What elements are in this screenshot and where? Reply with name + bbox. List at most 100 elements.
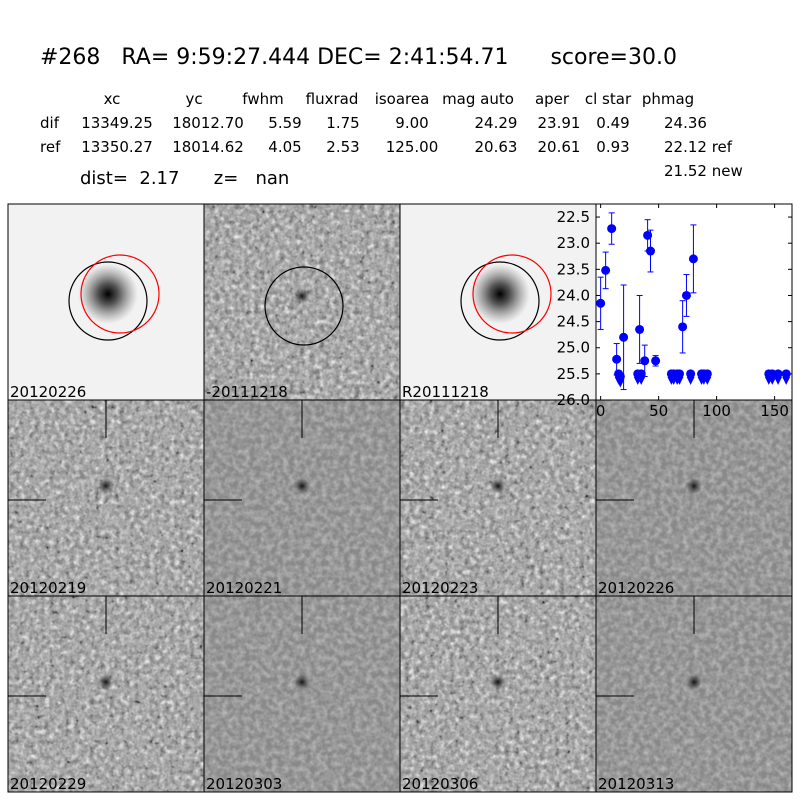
upper-limit [768,376,777,385]
aperture [264,266,344,346]
upper-limit [703,376,712,385]
image-panel: 20120219 [7,399,205,597]
panels: 20120226 -20111218 R20111218 20120219 201202… [7,203,793,793]
cell: 20.61 [538,138,581,156]
source [686,674,702,690]
panel-label: R20111218 [402,383,489,401]
plot-area [595,203,793,401]
x-tick-label: 100 [702,402,731,420]
cell: 4.05 [268,138,301,156]
point [601,265,611,275]
point [678,322,688,332]
panel-label: 20120226 [10,383,86,401]
column-header: isoarea [375,90,430,108]
point [675,369,685,379]
cell: 24.29 [475,114,518,132]
point [651,356,661,366]
image-panel: 20120221 [203,399,401,597]
y-tick-label: 24.0 [557,286,590,304]
point [702,369,712,379]
title: #268 RA= 9:59:27.444 DEC= 2:41:54.71 sco… [40,45,677,70]
cell: 22.12 ref [664,138,733,156]
y-tick-label: 24.5 [557,313,590,331]
cell: 24.36 [664,114,707,132]
cell: 125.00 [386,138,439,156]
y-tick-label: 22.5 [557,208,590,226]
dist-line: dist= 2.17 z= nan [80,168,289,189]
cell: 2.53 [326,138,359,156]
panel-label: 20120303 [206,775,282,793]
panel-label: 20120223 [402,579,478,597]
image-panel: 20120226 [7,203,205,401]
upper-limit [616,379,625,388]
column-header: phmag [642,90,694,108]
y-tick-label: 23.5 [557,260,590,278]
cell: 1.75 [326,114,359,132]
x-tick-label: 50 [649,402,668,420]
point [686,369,696,379]
source [294,288,310,304]
point [636,369,646,379]
x-tick-label: 0 [596,402,606,420]
column-header: aper [535,90,570,108]
cell: 23.91 [538,114,581,132]
light-curve: 0 50 100 150 22.5 23.0 23.5 24.0 24.5 25.0 25.5 26.… [557,203,793,420]
y-tick-label: 25.5 [557,365,590,383]
source [294,478,310,494]
image-panel: 20120229 [7,595,205,793]
table-note: 21.52 new [664,162,743,180]
panel-label: 20120226 [598,579,674,597]
column-header: xc [104,90,121,108]
x-tick-label: 150 [760,402,789,420]
cell: 0.93 [596,138,629,156]
point [612,354,622,364]
image-panel: 20120226 [595,399,793,597]
point [688,254,698,264]
column-header: mag auto [442,90,514,108]
image-panel: 20120223 [399,399,597,597]
cell: 18012.70 [172,114,244,132]
upper-limit [774,376,783,385]
image-panel: 20120306 [399,595,597,793]
panel-label: -20111218 [206,383,288,401]
aperture-ref [80,254,160,334]
point [596,298,606,308]
panel-label: 20120313 [598,775,674,793]
cell: 18014.62 [172,138,244,156]
y-tick-label: 26.0 [557,391,590,409]
column-header: fluxrad [306,90,359,108]
upper-limit [782,376,791,385]
y-tick-label: 25.0 [557,339,590,357]
image-panel: R20111218 [399,203,597,401]
upper-limit [637,376,646,385]
cell: 0.49 [596,114,629,132]
source [294,674,310,690]
point [615,371,625,381]
panel-frame [595,595,793,793]
cell: 13349.25 [81,114,153,132]
source [98,674,114,690]
point [773,369,783,379]
aperture-ref [472,254,552,334]
upper-limit [686,376,695,385]
source [490,478,506,494]
column-header: fwhm [242,90,283,108]
point [607,224,617,234]
point [619,332,629,342]
image-panel: 20120303 [203,595,401,793]
image-panel: -20111218 [203,203,401,401]
cell: 9.00 [395,114,428,132]
cell: 13350.27 [81,138,153,156]
source [98,478,114,494]
point [781,369,791,379]
source [686,478,702,494]
point [635,324,645,334]
row-label: ref [40,138,61,156]
panel-label: 20120306 [402,775,478,793]
panel-label: 20120219 [10,579,86,597]
source [78,264,138,324]
column-header: yc [185,90,202,108]
column-header: cl star [585,90,632,108]
